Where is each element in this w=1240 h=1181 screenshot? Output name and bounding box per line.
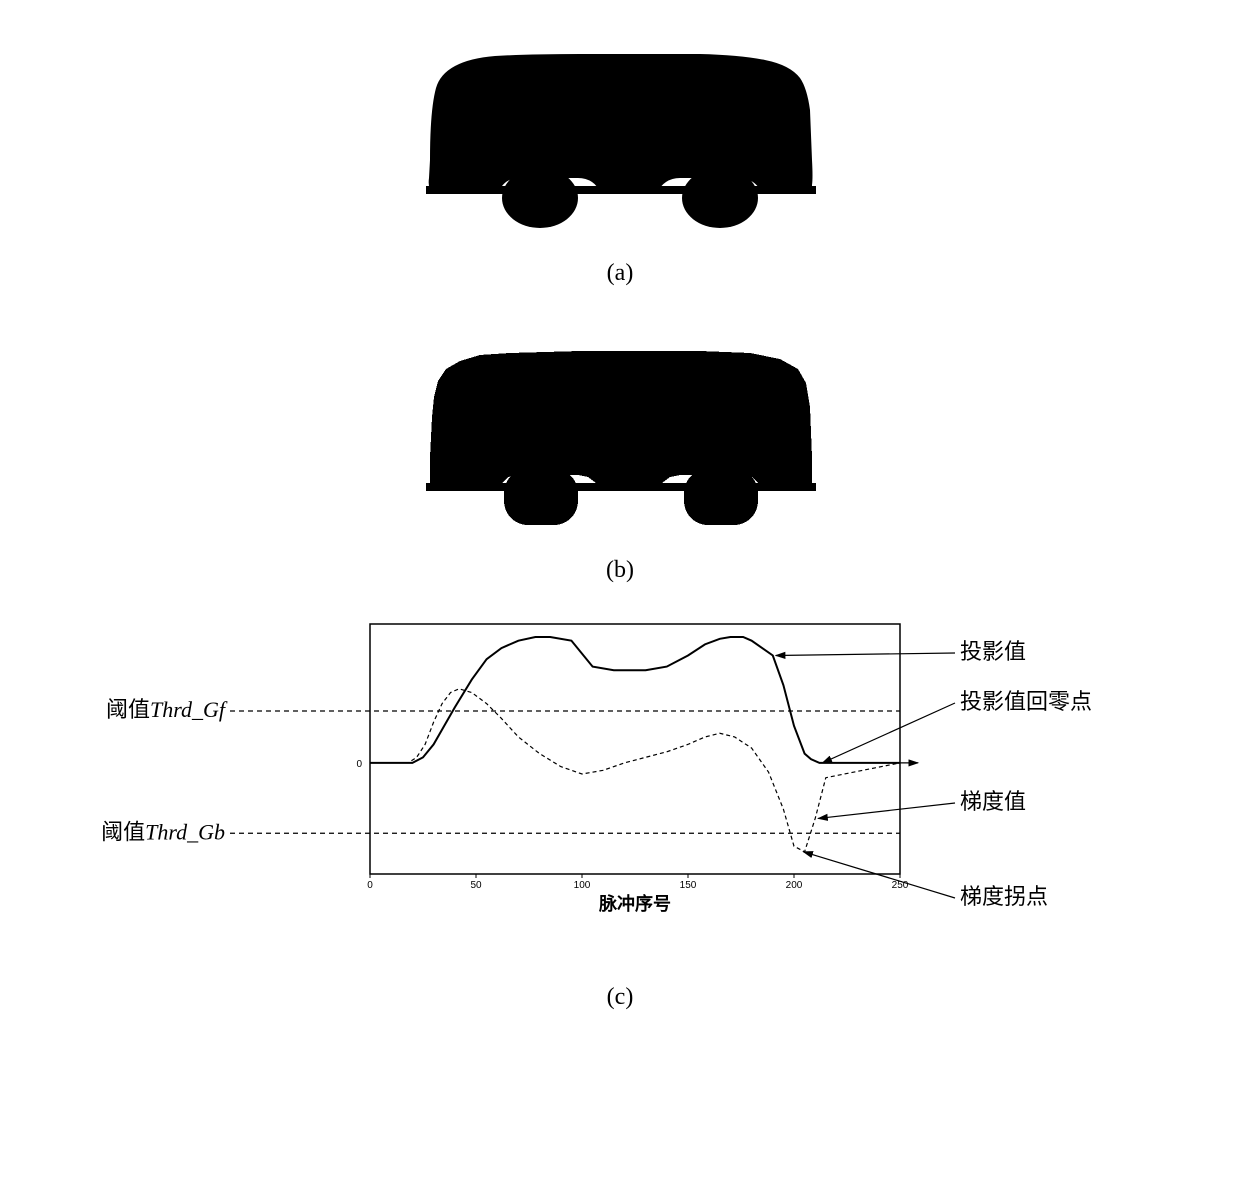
x-axis-label: 脉冲序号 [598, 893, 671, 914]
annot-projection-arrow [776, 653, 955, 655]
panel-a: (a) [370, 20, 870, 287]
van-silhouette-a [370, 20, 870, 240]
van-b-svg [400, 327, 840, 527]
van-a-svg [400, 30, 840, 230]
x-tick-label: 100 [574, 880, 591, 891]
x-tick-label: 200 [786, 880, 803, 891]
van-body-b [430, 351, 812, 491]
projection-curve [370, 637, 900, 763]
threshold-gb-label: 阈值Thrd_Gb [101, 819, 225, 844]
x-tick-label: 50 [470, 880, 482, 891]
panel-b-label: (b) [606, 557, 634, 584]
annot-zero-point-label: 投影值回零点 [960, 689, 1092, 714]
gradient-curve [370, 689, 900, 852]
panel-c: 0501001502002500脉冲序号阈值Thrd_Gf阈值Thrd_Gb投影… [70, 614, 1170, 1011]
van-strip-a [426, 186, 816, 194]
annot-zero-point-arrow [822, 703, 955, 763]
annot-gradient-arrow [818, 803, 955, 818]
panel-c-label: (c) [607, 984, 634, 1011]
van-strip-b [426, 483, 816, 491]
annot-gradient-label: 梯度值 [960, 789, 1026, 814]
wheel-rear-b [684, 469, 758, 525]
x-tick-label: 150 [680, 880, 697, 891]
y-zero-label: 0 [356, 759, 362, 770]
wheel-rear-a [682, 168, 758, 228]
threshold-gf-label: 阈值Thrd_Gf [106, 697, 228, 722]
wheel-front-a [502, 168, 578, 228]
annot-gradient-knee-arrow [803, 852, 955, 898]
panel-b: (b) [370, 317, 870, 584]
chart-svg: 0501001502002500脉冲序号阈值Thrd_Gf阈值Thrd_Gb投影… [70, 614, 1170, 964]
van-silhouette-b [370, 317, 870, 537]
x-tick-label: 0 [367, 880, 373, 891]
wheel-front-b [504, 469, 578, 525]
annot-projection-label: 投影值 [960, 639, 1026, 664]
van-body-a [429, 54, 813, 194]
plot-border [370, 624, 900, 874]
annot-gradient-knee-label: 梯度拐点 [960, 884, 1048, 909]
panel-a-label: (a) [607, 260, 634, 287]
chart-wrapper: 0501001502002500脉冲序号阈值Thrd_Gf阈值Thrd_Gb投影… [70, 614, 1170, 964]
